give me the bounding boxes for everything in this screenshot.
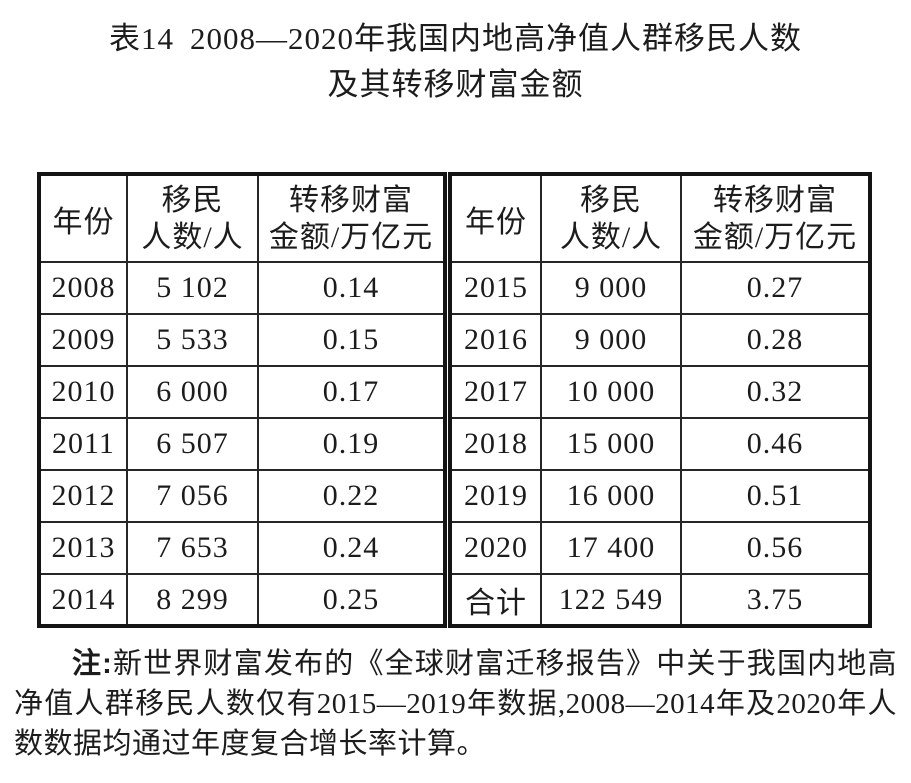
wealth-cell: 0.32 [680,365,871,419]
wealth-cell: 0.46 [680,417,871,471]
header-row: 年份 移民 人数/人 转移财富 金额/万亿元 [38,173,446,263]
year-cell: 2020 [449,521,542,575]
migrants-cell: 5 533 [126,313,259,367]
migrants-cell: 10 000 [540,365,682,419]
wealth-cell: 0.28 [680,313,871,367]
table-row: 2015 9 000 0.27 [449,261,871,315]
migrants-cell: 9 000 [540,313,682,367]
table-number: 表14 [109,21,174,56]
year-cell: 2009 [38,313,128,367]
header-cell-migrants: 移民 人数/人 [540,173,682,263]
wealth-cell: 0.17 [257,365,446,419]
header-migrants-line2: 人数/人 [559,220,663,254]
footnote: 注:新世界财富发布的《全球财富迁移报告》中关于我国内地高净值人群移民人数仅有20… [14,644,897,764]
total-wealth-cell: 3.75 [680,573,871,627]
table-row: 2010 6 000 0.17 [38,365,446,419]
year-cell: 2015 [449,261,542,315]
table-row: 2009 5 533 0.15 [38,313,446,367]
migrants-cell: 7 056 [126,469,259,523]
migrants-cell: 9 000 [540,261,682,315]
year-cell: 2010 [38,365,128,419]
header-wealth-line2: 金额/万亿元 [268,220,434,254]
tables-row: 年份 移民 人数/人 转移财富 金额/万亿元 2008 5 102 0.14 [37,172,872,628]
footnote-label: 注: [72,648,113,680]
year-cell: 2019 [449,469,542,523]
header-migrants-line1: 移民 [161,183,224,217]
migrants-cell: 15 000 [540,417,682,471]
table-right-body: 2015 9 000 0.27 2016 9 000 0.28 2017 10 … [449,261,871,627]
year-cell: 2012 [38,469,128,523]
migrants-cell: 17 400 [540,521,682,575]
total-label-cell: 合计 [449,573,542,627]
wealth-cell: 0.25 [257,573,446,627]
table-row: 2014 8 299 0.25 [38,573,446,627]
year-cell: 2014 [38,573,128,627]
table-caption-text: 2008—2020年我国内地高净值人群移民人数 [190,21,802,56]
header-cell-wealth: 转移财富 金额/万亿元 [257,173,446,263]
header-wealth-line1: 转移财富 [289,183,413,217]
year-cell: 2013 [38,521,128,575]
header-migrants-line1: 移民 [580,183,642,217]
header-cell-year: 年份 [38,173,128,263]
wealth-cell: 0.22 [257,469,446,523]
table-row: 2016 9 000 0.28 [449,313,871,367]
migrants-cell: 7 653 [126,521,259,575]
table-row: 2017 10 000 0.32 [449,365,871,419]
table-row: 2018 15 000 0.46 [449,417,871,471]
data-table-right: 年份 移民 人数/人 转移财富 金额/万亿元 2015 9 000 0.27 [448,172,872,628]
table-row: 2008 5 102 0.14 [38,261,446,315]
migrants-cell: 6 507 [126,417,259,471]
wealth-cell: 0.27 [680,261,871,315]
year-cell: 2018 [449,417,542,471]
wealth-cell: 0.19 [257,417,446,471]
total-migrants-cell: 122 549 [540,573,682,627]
header-wealth-line2: 金额/万亿元 [692,220,858,254]
table-left-header: 年份 移民 人数/人 转移财富 金额/万亿元 [38,173,446,263]
footnote-text: 新世界财富发布的《全球财富迁移报告》中关于我国内地高净值人群移民人数仅有2015… [14,648,897,760]
table-row: 2012 7 056 0.22 [38,469,446,523]
migrants-cell: 5 102 [126,261,259,315]
year-cell: 2008 [38,261,128,315]
migrants-cell: 6 000 [126,365,259,419]
table-row: 2011 6 507 0.19 [38,417,446,471]
wealth-cell: 0.51 [680,469,871,523]
wealth-cell: 0.15 [257,313,446,367]
table-caption: 表14 2008—2020年我国内地高净值人群移民人数 及其转移财富金额 [0,0,911,108]
table-row: 2020 17 400 0.56 [449,521,871,575]
wealth-cell: 0.56 [680,521,871,575]
wealth-cell: 0.14 [257,261,446,315]
table-caption-line2: 及其转移财富金额 [327,67,584,102]
header-row: 年份 移民 人数/人 转移财富 金额/万亿元 [449,173,871,263]
header-cell-migrants: 移民 人数/人 [126,173,259,263]
header-cell-wealth: 转移财富 金额/万亿元 [680,173,871,263]
table-row: 2013 7 653 0.24 [38,521,446,575]
data-table-left: 年份 移民 人数/人 转移财富 金额/万亿元 2008 5 102 0.14 [37,172,447,628]
table-left-body: 2008 5 102 0.14 2009 5 533 0.15 2010 6 0… [38,261,446,627]
migrants-cell: 16 000 [540,469,682,523]
table-right-header: 年份 移民 人数/人 转移财富 金额/万亿元 [449,173,871,263]
table-row: 2019 16 000 0.51 [449,469,871,523]
header-wealth-line1: 转移财富 [713,183,837,217]
wealth-cell: 0.24 [257,521,446,575]
header-cell-year: 年份 [449,173,542,263]
header-migrants-line2: 人数/人 [141,220,244,254]
table-caption-line1: 表14 2008—2020年我国内地高净值人群移民人数 [109,21,802,56]
year-cell: 2011 [38,417,128,471]
table-row total-row: 合计 122 549 3.75 [449,573,871,627]
migrants-cell: 8 299 [126,573,259,627]
year-cell: 2017 [449,365,542,419]
year-cell: 2016 [449,313,542,367]
